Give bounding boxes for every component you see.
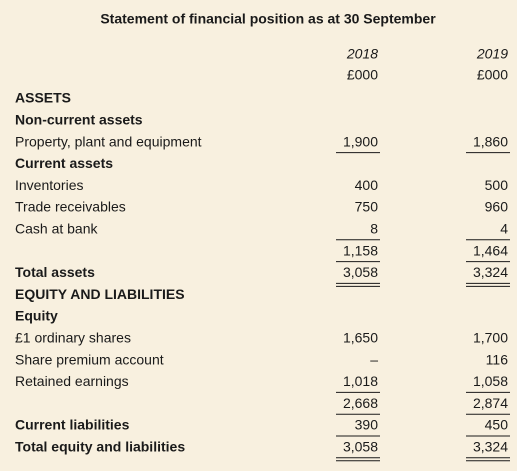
row-label: EQUITY AND LIABILITIES xyxy=(15,286,185,302)
row-value: 1,650 xyxy=(343,330,378,346)
row-label: Cash at bank xyxy=(15,221,98,237)
row-value: 1,860 xyxy=(473,133,508,149)
row-value: 1,158 xyxy=(343,242,378,258)
row-label: Current liabilities xyxy=(15,417,130,433)
row-value: 450 xyxy=(485,417,509,433)
row-label: Share premium account xyxy=(15,351,164,367)
row-label: ASSETS xyxy=(15,90,71,106)
row-value: 2,668 xyxy=(343,395,378,411)
row-value: 500 xyxy=(485,177,509,193)
row-value: 1,058 xyxy=(473,373,508,389)
column-unit: £000 xyxy=(477,67,508,83)
row-value: – xyxy=(370,351,378,367)
row-value: 116 xyxy=(486,351,509,367)
column-year: 2018 xyxy=(346,46,378,62)
row-label: Non-current assets xyxy=(15,112,143,128)
row-value: 1,018 xyxy=(343,373,378,389)
row-value: 750 xyxy=(355,199,379,215)
column-year: 2019 xyxy=(476,46,508,62)
row-label: Total assets xyxy=(15,264,95,280)
row-value: 960 xyxy=(485,199,509,215)
row-value: 1,464 xyxy=(473,242,508,258)
title: Statement of financial position as at 30… xyxy=(100,11,436,27)
row-label: £1 ordinary shares xyxy=(15,330,131,346)
row-label: Total equity and liabilities xyxy=(15,439,185,455)
row-value: 400 xyxy=(355,177,379,193)
row-value: 3,324 xyxy=(473,439,508,455)
row-value: 3,058 xyxy=(343,264,378,280)
row-label: Inventories xyxy=(15,177,83,193)
row-value: 4 xyxy=(500,221,508,237)
row-label: Trade receivables xyxy=(15,199,126,215)
row-label: Current assets xyxy=(15,155,113,171)
row-value: 390 xyxy=(355,417,379,433)
row-label: Property, plant and equipment xyxy=(15,133,202,149)
row-value: 8 xyxy=(370,221,378,237)
row-value: 3,058 xyxy=(343,439,378,455)
row-value: 1,700 xyxy=(473,330,508,346)
column-unit: £000 xyxy=(347,67,378,83)
row-value: 1,900 xyxy=(343,133,378,149)
row-value: 2,874 xyxy=(473,395,508,411)
row-label: Equity xyxy=(15,308,58,324)
row-label: Retained earnings xyxy=(15,373,129,389)
row-value: 3,324 xyxy=(473,264,508,280)
